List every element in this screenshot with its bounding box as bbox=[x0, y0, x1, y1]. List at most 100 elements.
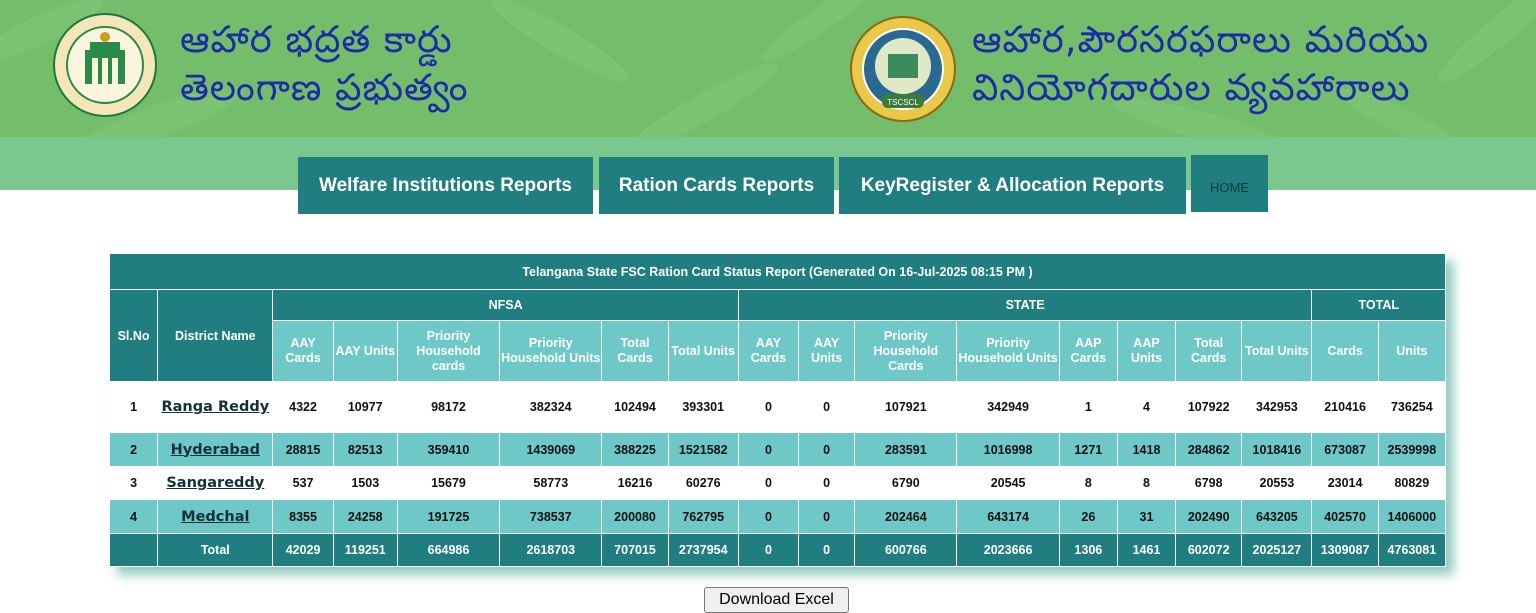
table-cell: 0 bbox=[737, 499, 800, 534]
table-cell: 202464 bbox=[854, 499, 958, 534]
table-cell: 1521582 bbox=[667, 432, 739, 467]
total-row: Total 42029 119251 664986 2618703 707015 27379… bbox=[108, 533, 1447, 567]
table-cell: 1 bbox=[1058, 381, 1118, 433]
total-cell: 602072 bbox=[1175, 533, 1243, 567]
table-cell: 1439069 bbox=[499, 432, 603, 467]
civil-supplies-emblem-logo: TSCSCL bbox=[850, 16, 956, 122]
title-left-line1: ఆహార భద్రత కార్డు bbox=[180, 18, 453, 61]
col-state-aap-cards: AAP Cards bbox=[1058, 320, 1118, 382]
table-row: 1 Ranga Reddy 4322 10977 98172 382324 102494 39… bbox=[108, 381, 1447, 433]
row-district-cell: Hyderabad bbox=[157, 432, 274, 467]
table-row: 3 Sangareddy 537 1503 15679 58773 16216 60276 0 0… bbox=[108, 466, 1447, 500]
total-cell: 707015 bbox=[601, 533, 669, 567]
col-state-total-units: Total Units bbox=[1241, 320, 1313, 382]
table-cell: 393301 bbox=[667, 381, 739, 433]
row-slno: 3 bbox=[108, 466, 159, 500]
group-state: STATE bbox=[737, 289, 1313, 321]
col-slno: Sl.No bbox=[108, 289, 159, 382]
total-cell: 664986 bbox=[396, 533, 501, 567]
table-cell: 210416 bbox=[1311, 381, 1379, 433]
table-cell: 342949 bbox=[956, 381, 1060, 433]
table-cell: 8 bbox=[1116, 466, 1177, 500]
table-cell: 762795 bbox=[667, 499, 739, 534]
table-cell: 0 bbox=[737, 432, 800, 467]
col-state-total-cards: Total Cards bbox=[1175, 320, 1243, 382]
col-nfsa-total-units: Total Units bbox=[667, 320, 739, 382]
table-row: 4 Medchal 8355 24258 191725 738537 200080 76279… bbox=[108, 499, 1447, 534]
table-cell: 60276 bbox=[667, 466, 739, 500]
table-cell: 1018416 bbox=[1241, 432, 1313, 467]
table-cell: 0 bbox=[797, 466, 856, 500]
total-cell: 2737954 bbox=[667, 533, 739, 567]
table-cell: 0 bbox=[797, 499, 856, 534]
district-link[interactable]: Medchal bbox=[181, 508, 250, 525]
col-state-aap-units: AAP Units bbox=[1116, 320, 1177, 382]
total-cell: 1461 bbox=[1116, 533, 1177, 567]
title-right-line1: ఆహార,పౌరసరఫరాలు మరియు bbox=[972, 18, 1430, 61]
table-cell: 82513 bbox=[332, 432, 398, 467]
row-district-cell: Sangareddy bbox=[157, 466, 274, 500]
table-cell: 4 bbox=[1116, 381, 1177, 433]
table-body: 1 Ranga Reddy 4322 10977 98172 382324 102494 39… bbox=[108, 381, 1447, 534]
table-cell: 0 bbox=[737, 466, 800, 500]
table-cell: 388225 bbox=[601, 432, 669, 467]
district-link[interactable]: Sangareddy bbox=[166, 475, 265, 491]
col-state-ph-units: Priority Household Units bbox=[956, 320, 1060, 382]
table-cell: 1406000 bbox=[1377, 499, 1447, 534]
table-cell: 28815 bbox=[272, 432, 334, 467]
table-cell: 20545 bbox=[956, 466, 1060, 500]
district-link[interactable]: Hyderabad bbox=[170, 441, 260, 458]
table-cell: 643174 bbox=[956, 499, 1060, 534]
table-cell: 8355 bbox=[272, 499, 334, 534]
table-cell: 107921 bbox=[854, 381, 958, 433]
table-cell: 24258 bbox=[332, 499, 398, 534]
col-nfsa-ph-units: Priority Household Units bbox=[499, 320, 603, 382]
table-cell: 107922 bbox=[1175, 381, 1243, 433]
row-district-cell: Ranga Reddy bbox=[157, 381, 274, 433]
table-cell: 6790 bbox=[854, 466, 958, 500]
table-cell: 16216 bbox=[601, 466, 669, 500]
title-right-line2: వినియోగదారుల వ్యవహారాలు bbox=[972, 66, 1411, 109]
table-cell: 20553 bbox=[1241, 466, 1313, 500]
nav-home[interactable]: HOME bbox=[1191, 155, 1268, 212]
table-cell: 200080 bbox=[601, 499, 669, 534]
col-state-ph-cards: Priority Household Cards bbox=[854, 320, 958, 382]
title-left-line2: తెలంగాణ ప్రభుత్వం bbox=[180, 66, 469, 109]
nav-ration-cards-reports[interactable]: Ration Cards Reports bbox=[599, 157, 834, 214]
download-excel-button[interactable]: Download Excel bbox=[704, 587, 849, 613]
table-cell: 283591 bbox=[854, 432, 958, 467]
table-cell: 31 bbox=[1116, 499, 1177, 534]
table-cell: 537 bbox=[272, 466, 334, 500]
total-cell: 2025127 bbox=[1241, 533, 1313, 567]
table-cell: 359410 bbox=[396, 432, 501, 467]
row-slno: 1 bbox=[108, 381, 159, 433]
table-cell: 1271 bbox=[1058, 432, 1118, 467]
leaf-background bbox=[0, 0, 1536, 137]
nav-welfare-institutions-reports[interactable]: Welfare Institutions Reports bbox=[298, 157, 593, 214]
table-cell: 402570 bbox=[1311, 499, 1379, 534]
table-cell: 202490 bbox=[1175, 499, 1243, 534]
col-nfsa-aay-units: AAY Units bbox=[332, 320, 398, 382]
table-cell: 15679 bbox=[396, 466, 501, 500]
col-nfsa-ph-cards: Priority Household cards bbox=[396, 320, 501, 382]
report-caption: Telangana State FSC Ration Card Status R… bbox=[109, 253, 1446, 290]
row-district-cell: Medchal bbox=[157, 499, 274, 534]
col-state-aay-units: AAY Units bbox=[797, 320, 856, 382]
col-total-cards: Cards bbox=[1311, 320, 1379, 382]
table-cell: 673087 bbox=[1311, 432, 1379, 467]
title-right: ఆహార,పౌరసరఫరాలు మరియు వినియోగదారుల వ్యవహ… bbox=[972, 16, 1429, 112]
table-cell: 284862 bbox=[1175, 432, 1243, 467]
nav-keyregister-allocation-reports[interactable]: KeyRegister & Allocation Reports bbox=[839, 157, 1186, 214]
group-nfsa: NFSA bbox=[272, 289, 739, 321]
total-label: Total bbox=[157, 533, 274, 567]
table-cell: 6798 bbox=[1175, 466, 1243, 500]
table-cell: 98172 bbox=[396, 381, 501, 433]
district-link[interactable]: Ranga Reddy bbox=[161, 399, 270, 415]
table-cell: 382324 bbox=[499, 381, 603, 433]
total-cell: 4763081 bbox=[1377, 533, 1447, 567]
col-nfsa-total-cards: Total Cards bbox=[601, 320, 669, 382]
total-cell: 42029 bbox=[272, 533, 334, 567]
total-cell: 0 bbox=[797, 533, 856, 567]
total-cell: 119251 bbox=[332, 533, 398, 567]
table-cell: 1503 bbox=[332, 466, 398, 500]
